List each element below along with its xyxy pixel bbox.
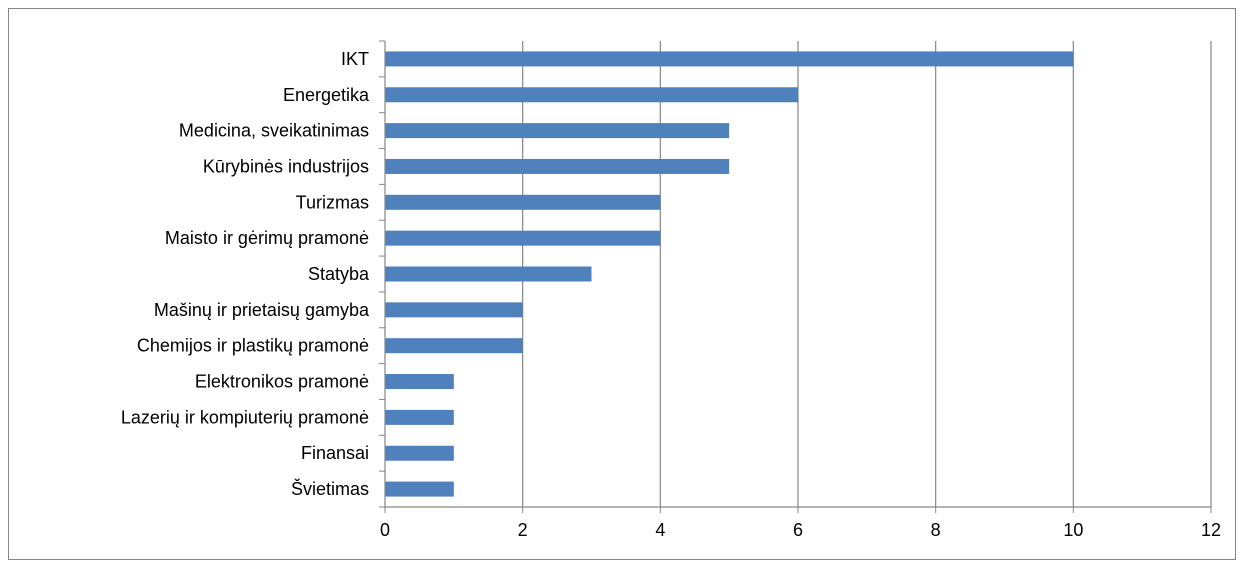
bar bbox=[385, 302, 523, 318]
bar bbox=[385, 230, 661, 246]
category-label: IKT bbox=[341, 49, 369, 69]
chart-area: IKT Energetika Medicina, sveikatinimas Kūry… bbox=[8, 8, 1236, 560]
axes bbox=[379, 40, 1212, 513]
category-label: Energetika bbox=[283, 85, 370, 105]
bar bbox=[385, 266, 592, 282]
x-tick-label: 10 bbox=[1063, 520, 1083, 540]
x-tick-label: 8 bbox=[931, 520, 941, 540]
x-tick-label: 0 bbox=[380, 520, 390, 540]
category-label: Finansai bbox=[301, 443, 369, 463]
bar bbox=[385, 374, 454, 390]
category-label: Lazerių ir kompiuterių pramonė bbox=[121, 407, 369, 427]
bar bbox=[385, 51, 1074, 67]
category-label: Maisto ir gėrimų pramonė bbox=[165, 228, 369, 248]
category-label: Kūrybinės industrijos bbox=[203, 156, 369, 176]
bar bbox=[385, 123, 730, 139]
category-labels: IKT Energetika Medicina, sveikatinimas Kūry… bbox=[121, 49, 370, 499]
category-label: Statyba bbox=[308, 264, 370, 284]
bars bbox=[385, 51, 1074, 497]
category-label: Chemijos ir plastikų pramonė bbox=[137, 336, 369, 356]
category-label: Švietimas bbox=[291, 478, 369, 499]
bar bbox=[385, 481, 454, 497]
bar bbox=[385, 338, 523, 354]
gridlines bbox=[522, 41, 1212, 507]
category-label: Mašinų ir prietaisų gamyba bbox=[154, 300, 370, 320]
bar bbox=[385, 87, 798, 103]
x-tick-label: 2 bbox=[518, 520, 528, 540]
x-tick-label: 4 bbox=[655, 520, 665, 540]
bar bbox=[385, 409, 454, 425]
x-tick-labels: 0 2 4 6 8 10 12 bbox=[380, 520, 1221, 540]
x-tick-label: 6 bbox=[793, 520, 803, 540]
category-label: Elektronikos pramonė bbox=[195, 372, 369, 392]
bar bbox=[385, 194, 661, 210]
x-tick-label: 12 bbox=[1201, 520, 1221, 540]
category-label: Medicina, sveikatinimas bbox=[179, 121, 369, 141]
bar bbox=[385, 445, 454, 461]
bar-chart: IKT Energetika Medicina, sveikatinimas Kūry… bbox=[121, 40, 1221, 540]
bar bbox=[385, 158, 730, 174]
category-label: Turizmas bbox=[296, 192, 369, 212]
